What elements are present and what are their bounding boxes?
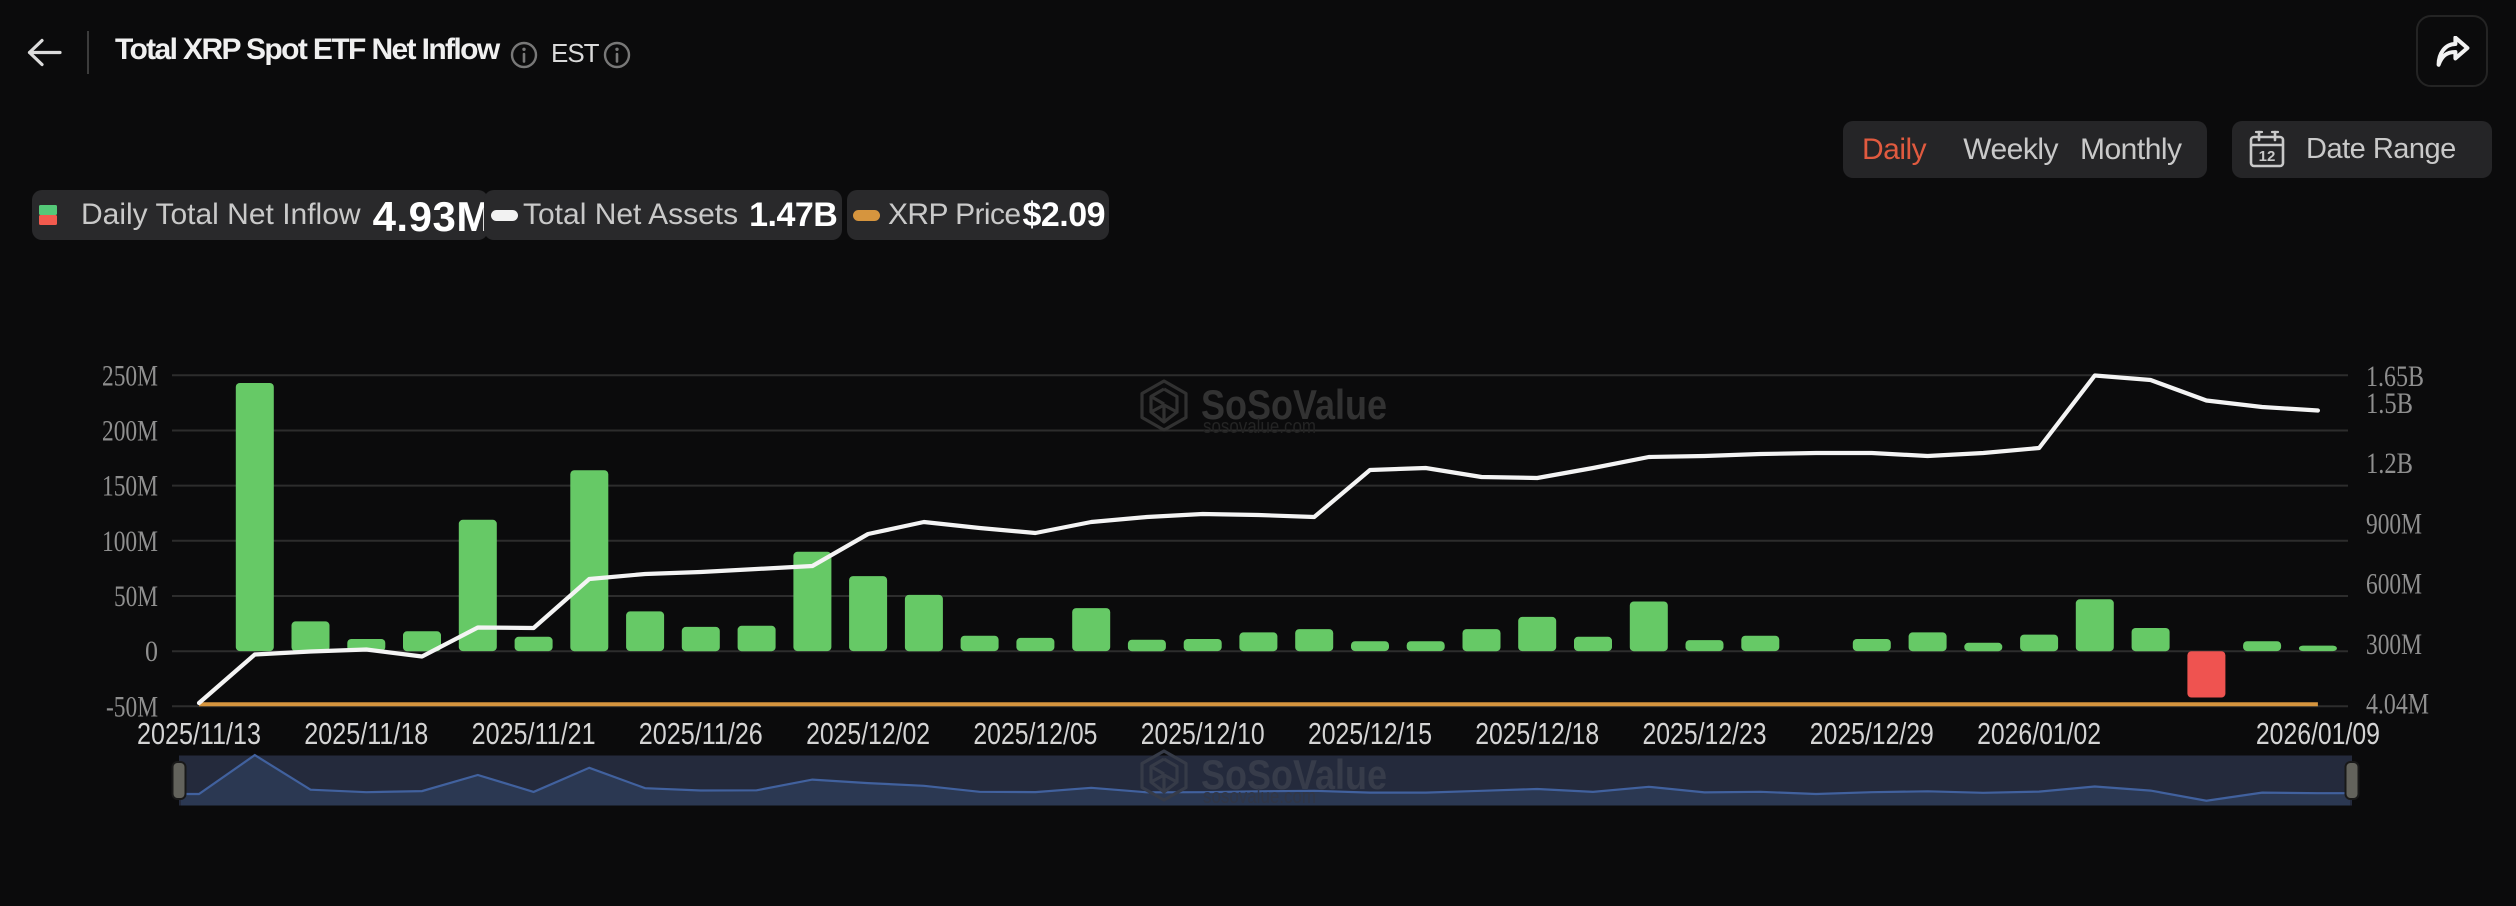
svg-text:150M: 150M	[102, 470, 158, 503]
svg-text:50M: 50M	[114, 580, 158, 613]
svg-text:12: 12	[2259, 148, 2276, 165]
svg-text:SoSoValue: SoSoValue	[1201, 381, 1387, 428]
svg-text:2025/12/05: 2025/12/05	[973, 716, 1097, 751]
svg-text:2025/11/18: 2025/11/18	[304, 716, 428, 751]
svg-text:2025/11/21: 2025/11/21	[472, 716, 596, 751]
svg-text:2026/01/09: 2026/01/09	[2256, 716, 2380, 751]
svg-text:2025/11/26: 2025/11/26	[639, 716, 763, 751]
svg-text:2025/12/10: 2025/12/10	[1141, 716, 1265, 751]
svg-text:sosovalue.com: sosovalue.com	[1203, 786, 1316, 808]
svg-text:2025/12/18: 2025/12/18	[1475, 716, 1599, 751]
svg-text:2025/12/29: 2025/12/29	[1810, 716, 1934, 751]
svg-text:2025/12/02: 2025/12/02	[806, 716, 930, 751]
svg-text:600M: 600M	[2366, 568, 2422, 601]
svg-text:300M: 300M	[2366, 628, 2422, 661]
svg-text:900M: 900M	[2366, 507, 2422, 540]
svg-text:1.2B: 1.2B	[2366, 447, 2413, 480]
svg-text:2025/11/13: 2025/11/13	[137, 716, 261, 751]
svg-text:2026/01/02: 2026/01/02	[1977, 716, 2101, 751]
svg-text:2025/12/23: 2025/12/23	[1643, 716, 1767, 751]
svg-text:250M: 250M	[102, 359, 158, 392]
svg-text:-50M: -50M	[106, 690, 158, 723]
svg-text:100M: 100M	[102, 525, 158, 558]
svg-text:4.04M: 4.04M	[2366, 688, 2429, 721]
svg-text:1.5B: 1.5B	[2366, 387, 2413, 420]
svg-text:SoSoValue: SoSoValue	[1201, 751, 1387, 798]
svg-text:2025/12/15: 2025/12/15	[1308, 716, 1432, 751]
svg-text:200M: 200M	[102, 415, 158, 448]
svg-text:1.65B: 1.65B	[2366, 360, 2424, 393]
svg-text:sosovalue.com: sosovalue.com	[1203, 416, 1316, 438]
svg-text:0: 0	[145, 635, 158, 668]
